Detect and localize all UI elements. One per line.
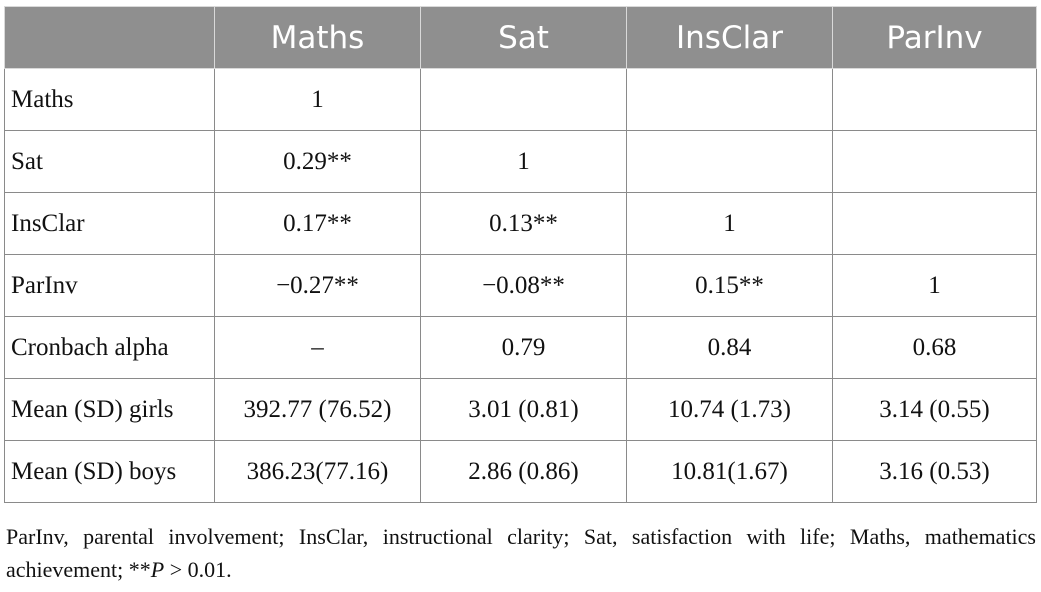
header-cell-parinv: ParInv bbox=[832, 6, 1037, 69]
table-cell: 1 bbox=[420, 130, 627, 193]
header-row: Maths Sat InsClar ParInv bbox=[4, 6, 1037, 69]
table-cell: 392.77 (76.52) bbox=[214, 378, 421, 441]
table-cell: −0.27** bbox=[214, 254, 421, 317]
table-cell: 0.68 bbox=[832, 316, 1037, 379]
table-cell: 1 bbox=[626, 192, 833, 255]
table-cell: −0.08** bbox=[420, 254, 627, 317]
table-cell: 10.81(1.67) bbox=[626, 440, 833, 503]
row-label: InsClar bbox=[4, 192, 215, 255]
table-cell: 0.13** bbox=[420, 192, 627, 255]
table-cell bbox=[832, 68, 1037, 131]
footnote-text: ParInv, parental involvement; InsClar, i… bbox=[6, 524, 1036, 582]
table-row: Maths 1 bbox=[4, 68, 1037, 131]
table-cell: 3.01 (0.81) bbox=[420, 378, 627, 441]
table-cell: 0.79 bbox=[420, 316, 627, 379]
table-row: Mean (SD) boys 386.23(77.16) 2.86 (0.86)… bbox=[4, 440, 1037, 503]
correlation-table: Maths Sat InsClar ParInv Maths 1 Sat 0.2… bbox=[4, 6, 1037, 503]
table-cell bbox=[626, 130, 833, 193]
header-cell-maths: Maths bbox=[214, 6, 421, 69]
table-cell: 3.16 (0.53) bbox=[832, 440, 1037, 503]
table-cell: 1 bbox=[832, 254, 1037, 317]
row-label: Maths bbox=[4, 68, 215, 131]
table-cell: 10.74 (1.73) bbox=[626, 378, 833, 441]
footnote-threshold: > 0.01. bbox=[164, 557, 232, 582]
table-row: ParInv −0.27** −0.08** 0.15** 1 bbox=[4, 254, 1037, 317]
row-label: Mean (SD) boys bbox=[4, 440, 215, 503]
table-header: Maths Sat InsClar ParInv bbox=[4, 6, 1037, 69]
header-cell-insclar: InsClar bbox=[626, 6, 833, 69]
footnote-p-symbol: P bbox=[150, 557, 165, 582]
table-cell: 0.17** bbox=[214, 192, 421, 255]
table-cell: 2.86 (0.86) bbox=[420, 440, 627, 503]
table-row: InsClar 0.17** 0.13** 1 bbox=[4, 192, 1037, 255]
table-cell: 1 bbox=[214, 68, 421, 131]
table-cell bbox=[832, 192, 1037, 255]
table-row: Cronbach alpha – 0.79 0.84 0.68 bbox=[4, 316, 1037, 379]
table-cell bbox=[832, 130, 1037, 193]
row-label: Mean (SD) girls bbox=[4, 378, 215, 441]
table-cell: 386.23(77.16) bbox=[214, 440, 421, 503]
table-cell: 0.29** bbox=[214, 130, 421, 193]
row-label: ParInv bbox=[4, 254, 215, 317]
header-corner-cell bbox=[4, 6, 215, 69]
table-cell: 0.84 bbox=[626, 316, 833, 379]
table-cell: 3.14 (0.55) bbox=[832, 378, 1037, 441]
table-row: Sat 0.29** 1 bbox=[4, 130, 1037, 193]
table-cell: – bbox=[214, 316, 421, 379]
table-footnote: ParInv, parental involvement; InsClar, i… bbox=[6, 520, 1036, 586]
table-cell: 0.15** bbox=[626, 254, 833, 317]
header-cell-sat: Sat bbox=[420, 6, 627, 69]
table-row: Mean (SD) girls 392.77 (76.52) 3.01 (0.8… bbox=[4, 378, 1037, 441]
table-cell bbox=[420, 68, 627, 131]
table-cell bbox=[626, 68, 833, 131]
row-label: Cronbach alpha bbox=[4, 316, 215, 379]
table-body: Maths 1 Sat 0.29** 1 InsClar 0.17** 0.13… bbox=[4, 68, 1037, 503]
row-label: Sat bbox=[4, 130, 215, 193]
